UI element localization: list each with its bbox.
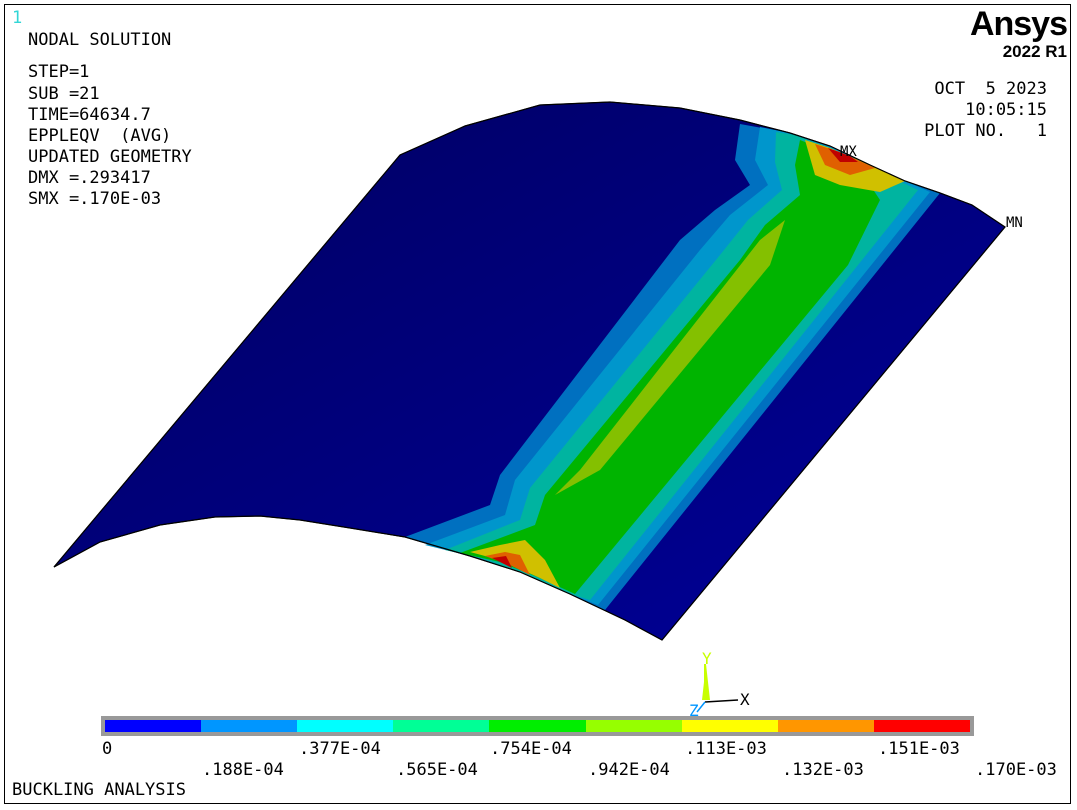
coordinate-triad: Y X Z: [689, 649, 750, 720]
substep-label: SUB =21: [28, 84, 100, 104]
legend-swatch-6: [585, 720, 682, 732]
result-item-label: EPPLEQV (AVG): [28, 126, 172, 146]
legend-swatch-8: [777, 720, 874, 732]
legend-swatch-5: [489, 720, 586, 732]
legend-lower-label: .942E-04: [588, 760, 670, 780]
legend-lower-label: .188E-04: [202, 760, 284, 780]
plot-number: PLOT NO. 1: [924, 121, 1047, 141]
logo-version: 2022 R1: [1002, 42, 1067, 61]
model-edge: [53, 101, 1006, 641]
min-marker: MN: [1006, 215, 1023, 231]
legend-swatch-4: [393, 720, 490, 732]
step-label: STEP=1: [28, 62, 90, 82]
legend-swatch-3: [297, 720, 394, 732]
legend-color-bar: [101, 716, 974, 736]
legend-swatch-9: [873, 720, 970, 732]
result-type-label: NODAL SOLUTION: [28, 30, 172, 50]
legend-upper-label: .151E-03: [878, 739, 960, 759]
triad-x-label: X: [740, 690, 750, 709]
legend-lower-label: .170E-03: [975, 760, 1057, 780]
legend-lower-label: .565E-04: [396, 760, 478, 780]
legend-swatch-1: [105, 720, 202, 732]
ansys-logo: Ansys 2022 R1: [969, 5, 1068, 62]
dmx-label: DMX =.293417: [28, 168, 151, 188]
time-label: TIME=64634.7: [28, 105, 151, 125]
max-marker: MX: [840, 144, 857, 160]
plot-title: BUCKLING ANALYSIS: [12, 780, 186, 800]
plot-date: OCT 5 2023: [934, 79, 1047, 99]
logo-name: Ansys: [969, 5, 1068, 43]
legend-upper-label: 0: [102, 739, 113, 759]
geometry-label: UPDATED GEOMETRY: [28, 147, 192, 167]
legend-swatch-2: [201, 720, 298, 732]
legend-swatch-7: [681, 720, 778, 732]
triad-y-label: Y: [702, 649, 712, 668]
legend-upper-label: .377E-04: [299, 739, 381, 759]
contour-hotspot-bottom-max: [492, 556, 512, 568]
legend-upper-label: .113E-03: [685, 739, 767, 759]
contour-band-5: [555, 220, 785, 495]
legend-lower-label: .132E-03: [782, 760, 864, 780]
graphics-window: [4, 4, 1071, 804]
contour-hotspot-top-max: [828, 148, 858, 162]
window-number: 1: [12, 8, 23, 28]
legend-upper-label: .754E-04: [490, 739, 572, 759]
triad-z-label: Z: [689, 701, 699, 720]
smx-label: SMX =.170E-03: [28, 189, 162, 209]
plot-time: 10:05:15: [965, 100, 1047, 120]
